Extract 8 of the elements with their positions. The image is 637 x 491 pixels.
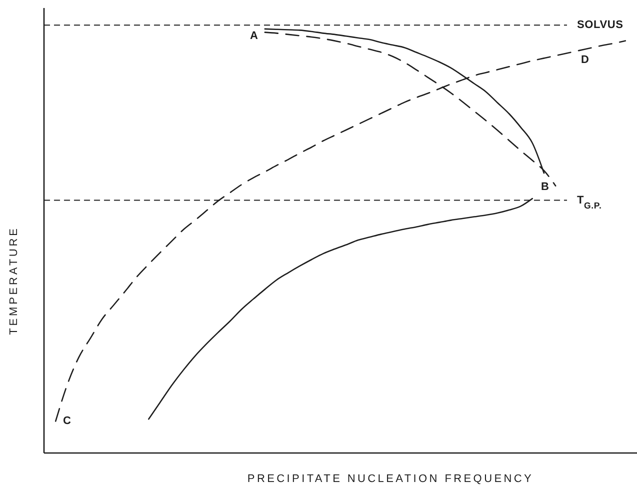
y-axis-title: TEMPERATURE <box>8 226 20 335</box>
ref-line-label: T$_{G.P.}$ <box>577 194 602 210</box>
annotation: A <box>250 30 258 42</box>
ref-line-label: SOLVUS <box>577 19 624 32</box>
annotation: B <box>541 181 550 193</box>
annotation: D <box>581 54 590 66</box>
annotation: C <box>63 415 72 427</box>
x-axis-title: PRECIPITATE NUCLEATION FREQUENCY <box>247 473 534 485</box>
